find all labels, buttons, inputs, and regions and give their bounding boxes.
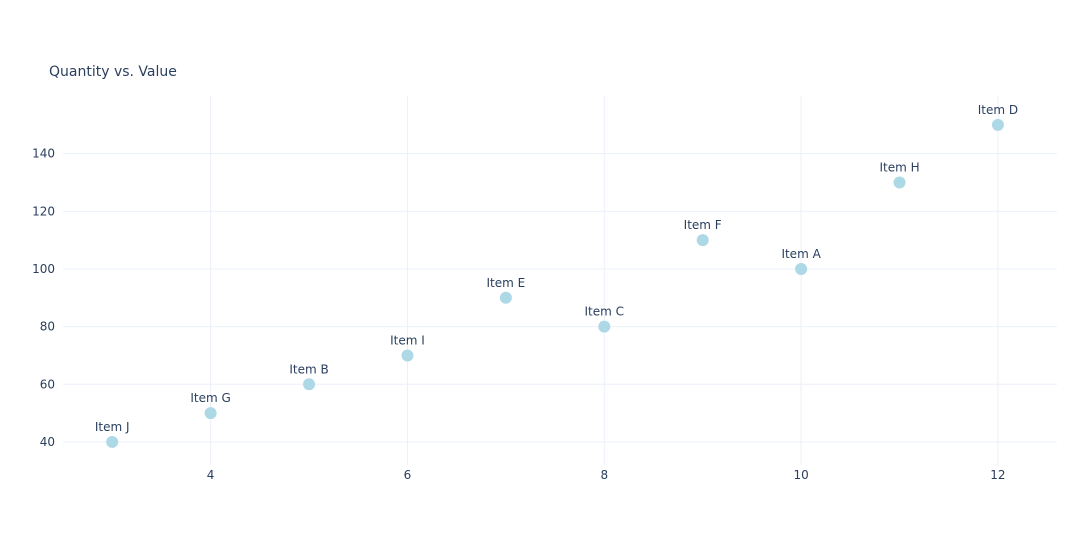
x-tick-label: 6 [404, 468, 412, 482]
data-points [106, 118, 1004, 448]
x-tick-label: 12 [990, 468, 1005, 482]
chart-title: Quantity vs. Value [49, 64, 177, 80]
data-point [991, 118, 1004, 131]
x-axis-ticks: 4 6 8 10 12 [207, 468, 1006, 482]
data-label: Item G [190, 391, 230, 405]
y-tick-label: 120 [32, 204, 55, 218]
data-label: Item F [684, 218, 722, 232]
data-label: Item I [390, 333, 425, 347]
data-label: Item B [289, 362, 328, 376]
y-axis-ticks: 40 60 80 100 120 140 [32, 147, 55, 449]
data-label: Item H [879, 160, 919, 174]
y-tick-label: 140 [32, 147, 55, 161]
x-tick-label: 10 [793, 468, 808, 482]
y-tick-label: 60 [40, 377, 55, 391]
grid [63, 96, 1057, 465]
y-tick-label: 40 [40, 435, 55, 449]
data-point [204, 407, 217, 420]
data-point [499, 291, 512, 304]
data-point [106, 435, 119, 448]
data-label: Item D [978, 103, 1018, 117]
y-tick-label: 100 [32, 262, 55, 276]
data-label: Item C [585, 305, 625, 319]
data-label: Item J [95, 420, 130, 434]
data-point [893, 176, 906, 189]
x-tick-label: 4 [207, 468, 215, 482]
y-tick-label: 80 [40, 320, 55, 334]
data-labels: Item J Item G Item B Item I Item E Item C Item… [95, 103, 1018, 434]
data-point [303, 378, 316, 391]
data-point [401, 349, 414, 362]
data-point [696, 234, 709, 247]
data-point [795, 262, 808, 275]
x-tick-label: 8 [600, 468, 608, 482]
data-point [598, 320, 611, 333]
data-label: Item A [781, 247, 821, 261]
data-label: Item E [487, 276, 526, 290]
